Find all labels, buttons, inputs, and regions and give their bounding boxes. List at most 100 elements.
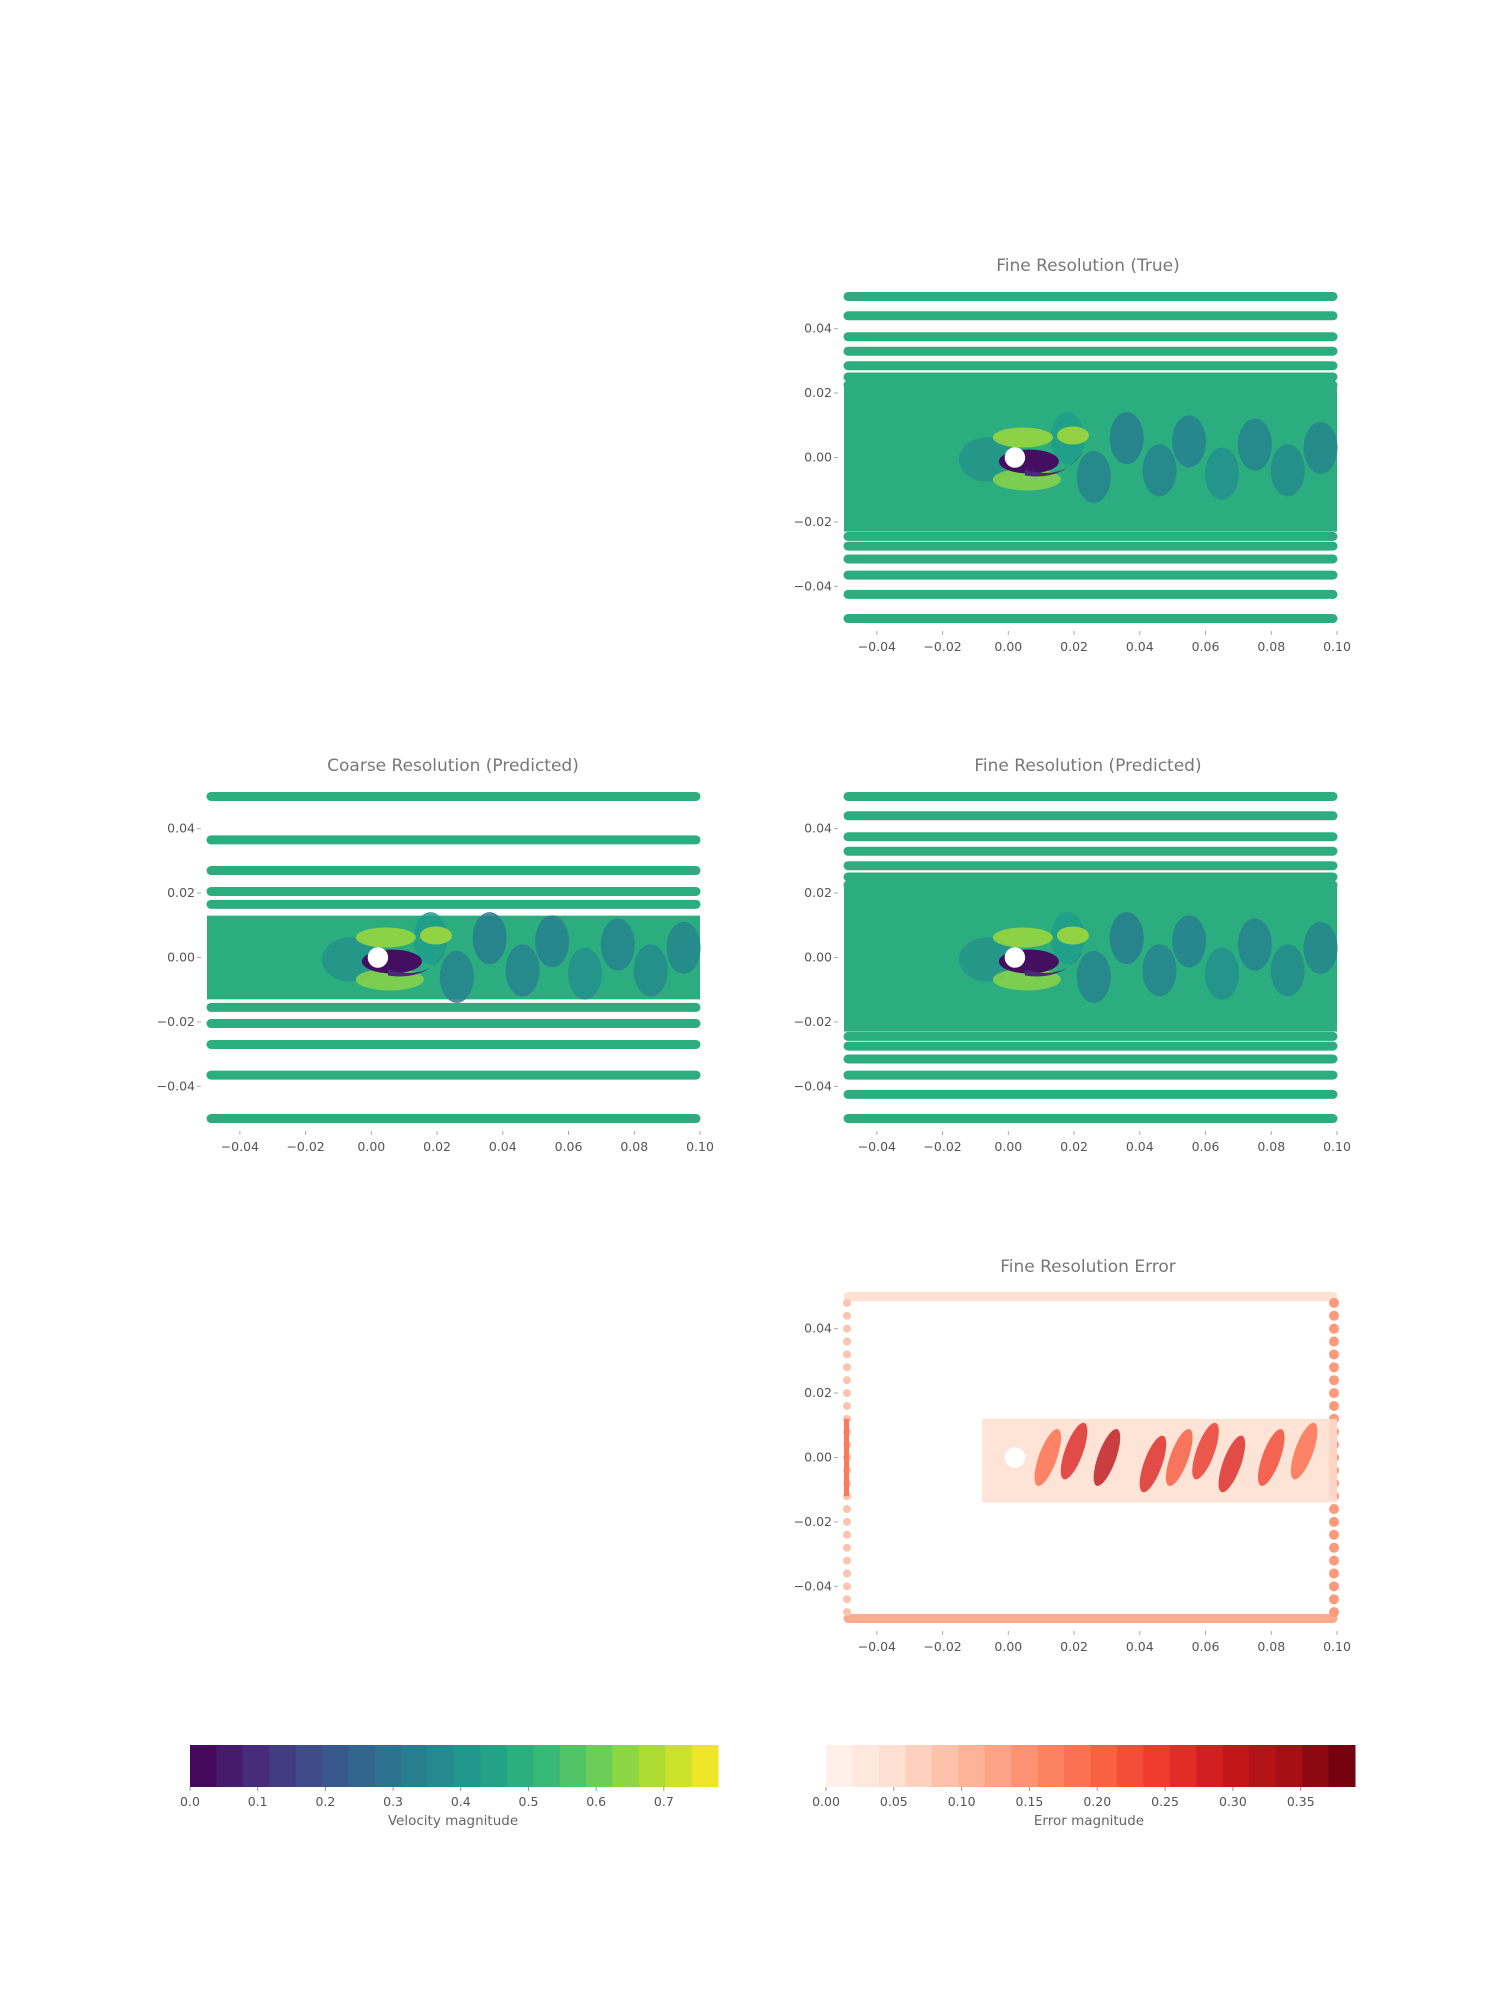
shear-layer-top [355, 927, 416, 948]
colorbar-tick-label: 0.05 [880, 1794, 908, 1809]
shear-layer-tip [1056, 426, 1089, 445]
x-tick-label: −0.04 [221, 1139, 259, 1154]
y-tick-label: 0.04 [804, 821, 832, 836]
colorbar-tick-label: 0.7 [654, 1794, 674, 1809]
colorbar-ticks: 0.0 0.1 0.2 0.3 0.4 0.5 0.6 0.7 [180, 1787, 674, 1809]
outlet-point [1329, 1323, 1339, 1334]
colorbar-level [1249, 1745, 1277, 1787]
cylinder [1004, 947, 1026, 968]
stagnation-region [321, 937, 378, 982]
x-tick-label: 0.06 [1192, 639, 1220, 654]
colorbar-level [638, 1745, 666, 1787]
colorbar-level [374, 1745, 402, 1787]
x-tick-label: −0.02 [923, 1139, 961, 1154]
error-blob [1218, 1435, 1246, 1493]
y-tick-label: −0.04 [794, 1078, 832, 1093]
outlet-point [1329, 1594, 1339, 1605]
colorbar-level [931, 1745, 959, 1787]
colorbar-level [1064, 1745, 1091, 1787]
x-tick-label: 0.02 [1060, 1639, 1088, 1654]
error-blob [1060, 1422, 1088, 1480]
colorbar-blocks [826, 1745, 1356, 1787]
inlet-point [843, 1363, 851, 1372]
inlet-point [843, 1595, 851, 1604]
inlet-point [843, 1376, 851, 1385]
colorbar-tick-label: 0.20 [1083, 1794, 1111, 1809]
wake-vortex [1204, 947, 1239, 1000]
x-tick-label: 0.10 [1323, 1139, 1351, 1154]
panel-coarse-pred: Coarse Resolution (Predicted) −0.04 −0.02… [157, 756, 714, 1154]
wake-vortex [535, 915, 570, 968]
inlet-point [843, 1389, 851, 1398]
y-tick-label: −0.02 [794, 1014, 832, 1029]
wake-vortex [600, 918, 635, 971]
colorbar-level [1143, 1745, 1171, 1787]
cylinder [367, 947, 389, 968]
y-tick-label: 0.02 [804, 885, 832, 900]
colorbar-level [242, 1745, 270, 1787]
colorbar-level [612, 1745, 640, 1787]
outlet-point [1329, 1529, 1339, 1540]
y-tick-label: 0.02 [167, 885, 195, 900]
colorbar-level [427, 1745, 455, 1787]
wake-vortex [1303, 421, 1338, 474]
shear-layer-top [992, 927, 1053, 948]
inlet-point [843, 1324, 851, 1333]
panel-title: Coarse Resolution (Predicted) [327, 756, 579, 776]
x-tick-label: 0.08 [1257, 1639, 1285, 1654]
outlet-point [1329, 1581, 1339, 1592]
colorbar-level [1037, 1745, 1065, 1787]
cylinder [1004, 447, 1026, 468]
colorbar-level [401, 1745, 429, 1787]
error-blob [1139, 1435, 1167, 1493]
colorbar-level [348, 1745, 376, 1787]
colorbar-tick-label: 0.35 [1287, 1794, 1315, 1809]
inlet-point [843, 1298, 851, 1307]
colorbar-ticks: 0.00 0.05 0.10 0.15 0.20 0.25 0.30 0.35 [812, 1787, 1315, 1809]
error-blob [1165, 1429, 1193, 1486]
colorbar-level [586, 1745, 613, 1787]
x-tick-label: 0.10 [1323, 639, 1351, 654]
wake-vortex [439, 950, 474, 1003]
x-tick-label: 0.00 [994, 639, 1022, 654]
shear-layer-tip [1056, 926, 1089, 945]
y-tick-label: 0.02 [804, 385, 832, 400]
colorbar-level [1090, 1745, 1118, 1787]
wake-vortex [1270, 944, 1305, 997]
colorbar-label: Velocity magnitude [388, 1813, 518, 1829]
colorbar-level [533, 1745, 561, 1787]
colorbar-level [480, 1745, 508, 1787]
colorbar-tick-label: 0.00 [812, 1794, 840, 1809]
x-tick-label: 0.10 [1323, 1639, 1351, 1654]
colorbar-tick-label: 0.4 [451, 1794, 471, 1809]
colorbar-level [958, 1745, 986, 1787]
x-tick-label: 0.08 [1257, 639, 1285, 654]
outlet-point [1329, 1504, 1339, 1515]
y-tick-label: −0.04 [794, 578, 832, 593]
colorbar-tick-label: 0.15 [1016, 1794, 1044, 1809]
outlet-point [1329, 1388, 1339, 1399]
colorbar-level [665, 1745, 693, 1787]
plot-area [843, 291, 1338, 624]
outlet-point [1329, 1568, 1339, 1579]
colorbar-level [269, 1745, 297, 1787]
colorbar-level [878, 1745, 906, 1787]
panel-fine-pred: Fine Resolution (Predicted) −0.04 −0.02 0.… [794, 756, 1351, 1154]
panel-fine-true: Fine Resolution (True) −0.04 −0.02 0.00 0.0… [794, 256, 1351, 654]
x-tick-label: −0.02 [923, 639, 961, 654]
colorbar-level [984, 1745, 1012, 1787]
wake-vortex [1109, 412, 1144, 465]
x-tick-label: −0.04 [858, 1639, 896, 1654]
plot-area [206, 791, 701, 1124]
x-tick-label: 0.04 [489, 1139, 517, 1154]
shear-layer-tip [419, 926, 452, 945]
x-tick-label: −0.02 [286, 1139, 324, 1154]
y-tick-label: 0.00 [804, 1450, 832, 1465]
y-tick-label: 0.02 [804, 1385, 832, 1400]
plot-area [843, 1291, 1339, 1624]
colorbar-level [691, 1745, 719, 1787]
colorbar-level [190, 1745, 217, 1787]
outlet-point [1329, 1297, 1339, 1308]
inlet-point [843, 1311, 851, 1320]
colorbar-level [559, 1745, 587, 1787]
